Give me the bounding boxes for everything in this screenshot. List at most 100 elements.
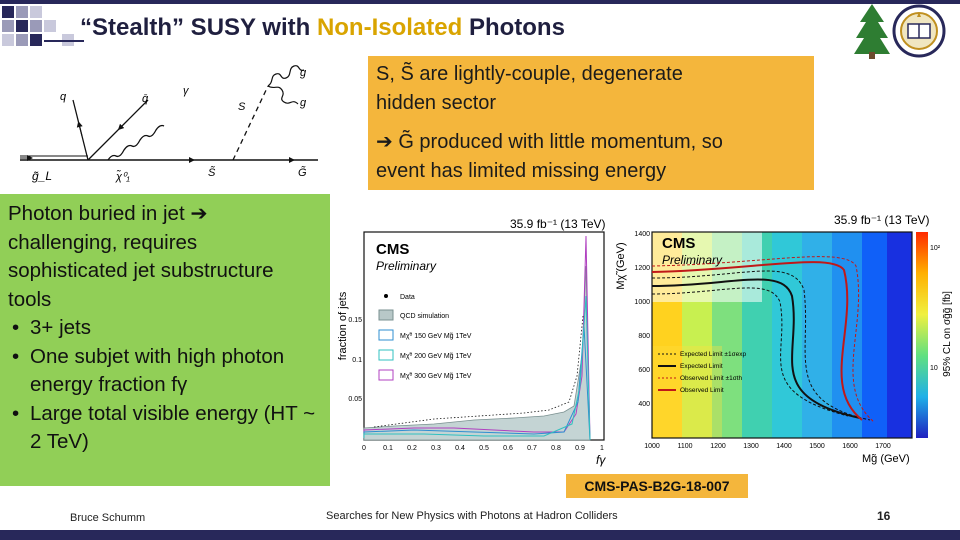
y-tick: 0.15 [348, 317, 362, 324]
x-ticks: 1000 1100 1200 1300 1400 1500 1600 1700 [644, 443, 891, 450]
label-Gtilde: G̃ [298, 166, 307, 179]
legend-label: Mχ̃⁰ 300 GeV Mg̃ 1TeV [400, 372, 472, 380]
qcd-area [363, 265, 591, 441]
x-tick: 0.2 [407, 445, 417, 452]
legend-label: Expected Limit [680, 363, 723, 370]
observed-band-upper [651, 256, 875, 423]
note-line-4: event has limited missing energy [376, 160, 667, 182]
photon-jet-note: Photon buried in jet ➔ challenging, requ… [0, 194, 330, 486]
limit-heatmap [652, 232, 912, 438]
cms-label: CMS [376, 241, 409, 258]
x-tick: 0.6 [503, 445, 513, 452]
feynman-diagram: g̃_L q q̄ γ S g g χ̃⁰₁ S̃ G̃ [20, 65, 318, 183]
x-tick: 0.3 [431, 445, 441, 452]
list-item: Large total visible energy (HT ~ 2 TeV) [12, 400, 322, 457]
histogram-line-200 [363, 295, 591, 441]
list-item: 3+ jets [12, 314, 322, 343]
x-tick: 0 [362, 445, 366, 452]
arrow-icon: ➔ [190, 202, 208, 225]
y-tick: 600 [638, 367, 650, 374]
z-axis-label: 95% CL on σg̃g̃ [fb] [942, 291, 953, 377]
legend-label: Data [400, 294, 415, 301]
color-scale-bar [916, 232, 928, 438]
list-item: One subjet with high photon energy fract… [12, 343, 322, 400]
label-g-bottom: g [300, 97, 307, 109]
legend-label: Observed Limit [680, 387, 724, 394]
legend-label: Observed Limit ±1σth [680, 375, 743, 382]
pine-tree-logo [854, 4, 890, 59]
x-tick: 0.8 [551, 445, 561, 452]
legend: Data QCD simulation Mχ̃⁰ 150 GeV Mg̃ 1Te… [378, 294, 472, 381]
x-tick: 1600 [842, 443, 858, 450]
legend-marker-300 [378, 369, 394, 381]
slide-title: “Stealth” SUSY with Non-Isolated Photons [80, 14, 565, 42]
x-tick: 1400 [776, 443, 792, 450]
legend-label: Expected Limit ±1σexp [680, 351, 746, 358]
x-tick: 1200 [710, 443, 726, 450]
note-line-3: G̃ produced with little momentum, so [392, 131, 723, 153]
note-line-2: hidden sector [376, 92, 497, 114]
expected-band-upper [651, 270, 871, 421]
label-gamma: γ [183, 85, 190, 97]
data-points [373, 315, 584, 428]
x-tick: 1100 [677, 443, 692, 450]
x-tick: 0.4 [455, 445, 465, 452]
preliminary-label: Preliminary [376, 259, 437, 273]
y-ticks: 1400 1200 1000 800 600 400 [634, 231, 650, 408]
label-gL: g̃_L [32, 169, 52, 183]
x-axis-label: Mg̃ (GeV) [862, 453, 910, 465]
x-tick: 0.1 [383, 445, 393, 452]
x-ticks: 0 0.1 0.2 0.3 0.4 0.5 0.6 0.7 0.8 0.9 1 [362, 445, 604, 452]
legend-marker-200 [378, 349, 394, 361]
legend-marker-150 [378, 329, 394, 341]
legend-marker-qcd [378, 309, 394, 321]
label-q: q [60, 91, 67, 103]
x-tick: 1000 [644, 443, 660, 450]
legend-marker-data [384, 294, 388, 298]
y-axis-label: fraction of jets [337, 291, 349, 360]
y-tick: 1200 [634, 265, 650, 272]
legend-label: Mχ̃⁰ 150 GeV Mg̃ 1TeV [400, 332, 472, 340]
intro-b: challenging, requires sophisticated jet … [8, 230, 274, 311]
y-tick: 0.1 [352, 357, 362, 364]
z-tick: 10² [930, 245, 941, 252]
observed-limit-curve [651, 261, 863, 421]
x-tick: 0.7 [527, 445, 537, 452]
z-tick: 10 [930, 365, 938, 372]
label-g-top: g [300, 67, 307, 79]
title-highlight: Non-Isolated [316, 14, 463, 41]
expected-band-lower [651, 287, 849, 417]
bottom-bar [0, 530, 960, 540]
university-seal-icon [892, 4, 946, 58]
x-tick: 1 [600, 445, 604, 452]
expected-limit-curve [651, 278, 861, 419]
mass-limit-chart: 35.9 fb⁻¹ (13 TeV) Mχ̃ (GeV) CMS Prelimi… [612, 206, 956, 468]
lumi-label: 35.9 fb⁻¹ (13 TeV) [510, 217, 606, 231]
hidden-sector-note: S, S̃ are lightly-couple, degenerate hid… [368, 56, 814, 190]
title-prefix: “Stealth” SUSY with [80, 14, 317, 41]
legend-label: QCD simulation [400, 313, 449, 320]
legend: Expected Limit ±1σexp Expected Limit Obs… [658, 351, 746, 394]
y-axis-label: Mχ̃ (GeV) [615, 242, 627, 289]
page-number: 16 [877, 509, 891, 523]
title-suffix: Photons [462, 14, 565, 41]
y-tick: 1000 [634, 299, 650, 306]
plot-frame [651, 231, 913, 439]
legend-label: Mχ̃⁰ 200 GeV Mg̃ 1TeV [400, 352, 472, 360]
note-line-1: S, S̃ are lightly-couple, degenerate [376, 63, 683, 85]
x-axis-label: fγ [596, 453, 606, 467]
label-Stilde: S̃ [208, 166, 216, 179]
x-tick: 0.5 [479, 445, 489, 452]
cms-reference: CMS-PAS-B2G-18-007 [566, 474, 748, 498]
label-S: S [238, 101, 246, 113]
x-tick: 0.9 [575, 445, 585, 452]
x-tick: 1700 [875, 443, 891, 450]
x-tick: 1500 [809, 443, 825, 450]
y-tick: 400 [638, 401, 650, 408]
intro-a: Photon buried in jet [8, 202, 191, 225]
bullet-list: 3+ jets One subjet with high photon ener… [8, 314, 322, 457]
arrow-icon: ➔ [376, 131, 393, 153]
label-chi: χ̃⁰₁ [115, 170, 130, 183]
fgamma-distribution-chart: 35.9 fb⁻¹ (13 TeV) fraction of jets CMS … [334, 206, 612, 468]
cms-label: CMS [662, 235, 695, 252]
